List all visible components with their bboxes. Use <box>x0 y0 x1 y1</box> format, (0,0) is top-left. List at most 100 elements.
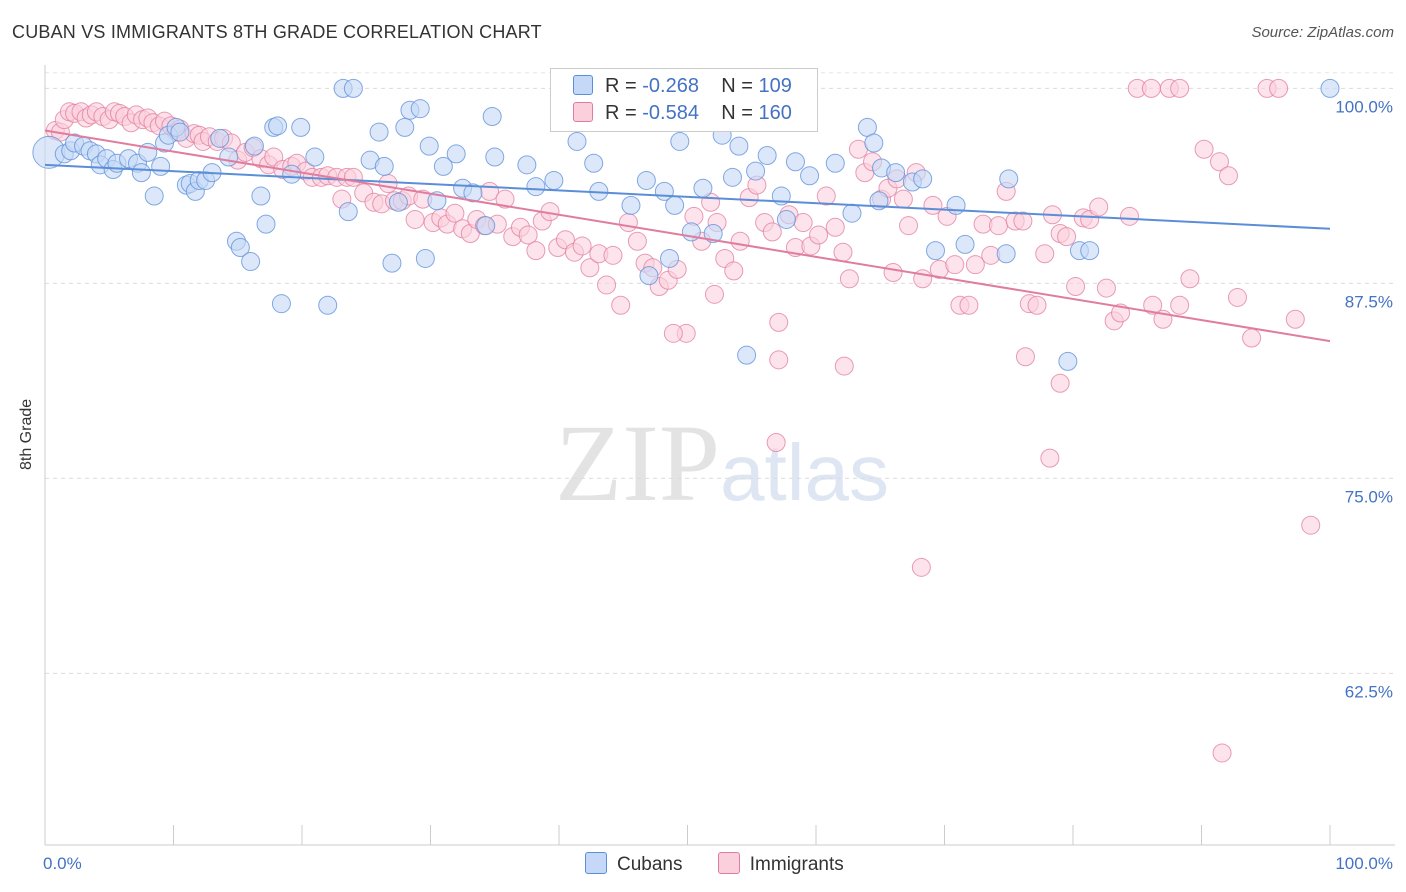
y-tick-label: 100.0% <box>1335 97 1393 116</box>
legend-swatch-immigrants <box>717 852 740 874</box>
point-cubans <box>999 169 1019 189</box>
point-cubans <box>926 241 946 261</box>
point-cubans <box>369 122 389 142</box>
point-immigrants <box>883 262 903 282</box>
point-cubans <box>419 136 439 156</box>
legend-n-value-cubans: 109 <box>758 75 792 97</box>
point-cubans <box>282 164 302 184</box>
watermark-zip: ZIP <box>555 402 720 524</box>
point-cubans <box>722 167 742 187</box>
point-immigrants <box>684 206 704 226</box>
point-cubans <box>584 153 604 173</box>
point-cubans <box>395 117 415 137</box>
point-cubans <box>433 156 453 176</box>
point-immigrants <box>965 255 985 275</box>
point-cubans <box>693 178 713 198</box>
point-cubans <box>151 156 171 176</box>
point-cubans <box>729 136 749 156</box>
point-cubans <box>415 248 435 268</box>
point-cubans <box>446 144 466 164</box>
point-immigrants <box>1089 197 1109 217</box>
stats-legend: R = -0.268 N = 109 R = -0.584 N = 160 <box>550 68 818 132</box>
point-immigrants <box>445 203 465 223</box>
point-immigrants <box>580 258 600 278</box>
point-immigrants <box>816 186 836 206</box>
legend-n-label: N = <box>721 102 753 124</box>
point-immigrants <box>766 433 786 453</box>
point-immigrants <box>899 216 919 236</box>
legend-n-label: N = <box>721 75 753 97</box>
point-immigrants <box>945 255 965 275</box>
point-immigrants <box>603 245 623 265</box>
point-cubans <box>271 294 291 314</box>
point-immigrants <box>1301 515 1321 535</box>
point-cubans <box>305 147 325 167</box>
legend-swatch-cubans <box>585 852 607 874</box>
point-immigrants <box>495 189 515 209</box>
point-cubans <box>251 186 271 206</box>
point-cubans <box>343 78 363 98</box>
point-immigrants <box>518 225 538 245</box>
point-cubans <box>476 216 496 236</box>
trend-lines <box>44 129 1331 343</box>
trend-line-immigrants <box>44 129 1331 343</box>
point-cubans <box>665 195 685 215</box>
point-immigrants <box>343 167 363 187</box>
point-cubans <box>318 295 338 315</box>
legend-r-label: R = <box>605 102 637 124</box>
x-tick-label: 0.0% <box>43 854 82 873</box>
point-immigrants <box>1180 269 1200 289</box>
y-tick-label: 62.5% <box>1345 682 1393 701</box>
point-immigrants <box>833 242 853 262</box>
point-immigrants <box>825 217 845 237</box>
point-immigrants <box>1209 152 1229 172</box>
point-cubans <box>544 170 564 190</box>
point-cubans <box>636 170 656 190</box>
point-cubans <box>886 163 906 183</box>
y-tick-label: 87.5% <box>1345 292 1393 311</box>
point-immigrants <box>1218 166 1238 186</box>
point-immigrants <box>526 241 546 261</box>
point-cubans <box>785 152 805 172</box>
watermark-atlas: atlas <box>720 428 889 517</box>
point-immigrants <box>1035 244 1055 264</box>
source-label: Source: ZipAtlas.com <box>1251 24 1394 41</box>
point-immigrants <box>597 275 617 295</box>
point-immigrants <box>988 216 1008 236</box>
point-immigrants <box>1212 743 1232 763</box>
point-cubans <box>757 145 777 165</box>
legend-label-immigrants: Immigrants <box>749 854 844 875</box>
point-cubans <box>268 116 288 136</box>
tick-labels: 62.5% 75.0% 87.5% 100.0% 0.0% 100.0% <box>43 97 1393 873</box>
axes <box>44 65 1395 846</box>
point-cubans <box>131 163 151 183</box>
point-immigrants <box>663 323 683 343</box>
point-cubans <box>1058 351 1078 371</box>
legend-item-cubans[interactable]: Cubans <box>585 852 683 876</box>
point-cubans <box>746 161 766 181</box>
point-immigrants <box>378 174 398 194</box>
point-immigrants <box>1285 309 1305 329</box>
point-cubans <box>955 234 975 254</box>
point-immigrants <box>1040 448 1060 468</box>
point-immigrants <box>572 236 592 256</box>
point-cubans <box>482 106 502 126</box>
point-immigrants <box>1242 328 1262 348</box>
point-immigrants <box>618 213 638 233</box>
data-points <box>32 78 1340 763</box>
point-immigrants <box>762 222 782 242</box>
point-cubans <box>244 136 264 156</box>
legend-item-immigrants[interactable]: Immigrants <box>717 852 844 876</box>
point-cubans <box>144 186 164 206</box>
point-immigrants <box>809 225 829 245</box>
point-cubans <box>170 122 190 142</box>
point-cubans <box>800 166 820 186</box>
trend-line-cubans <box>44 163 1331 230</box>
point-cubans <box>737 345 757 365</box>
point-cubans <box>670 131 690 151</box>
point-cubans <box>864 133 884 153</box>
point-cubans <box>660 248 680 268</box>
point-immigrants <box>834 356 854 376</box>
point-immigrants <box>769 350 789 370</box>
x-tick-label: 100.0% <box>1335 854 1393 873</box>
